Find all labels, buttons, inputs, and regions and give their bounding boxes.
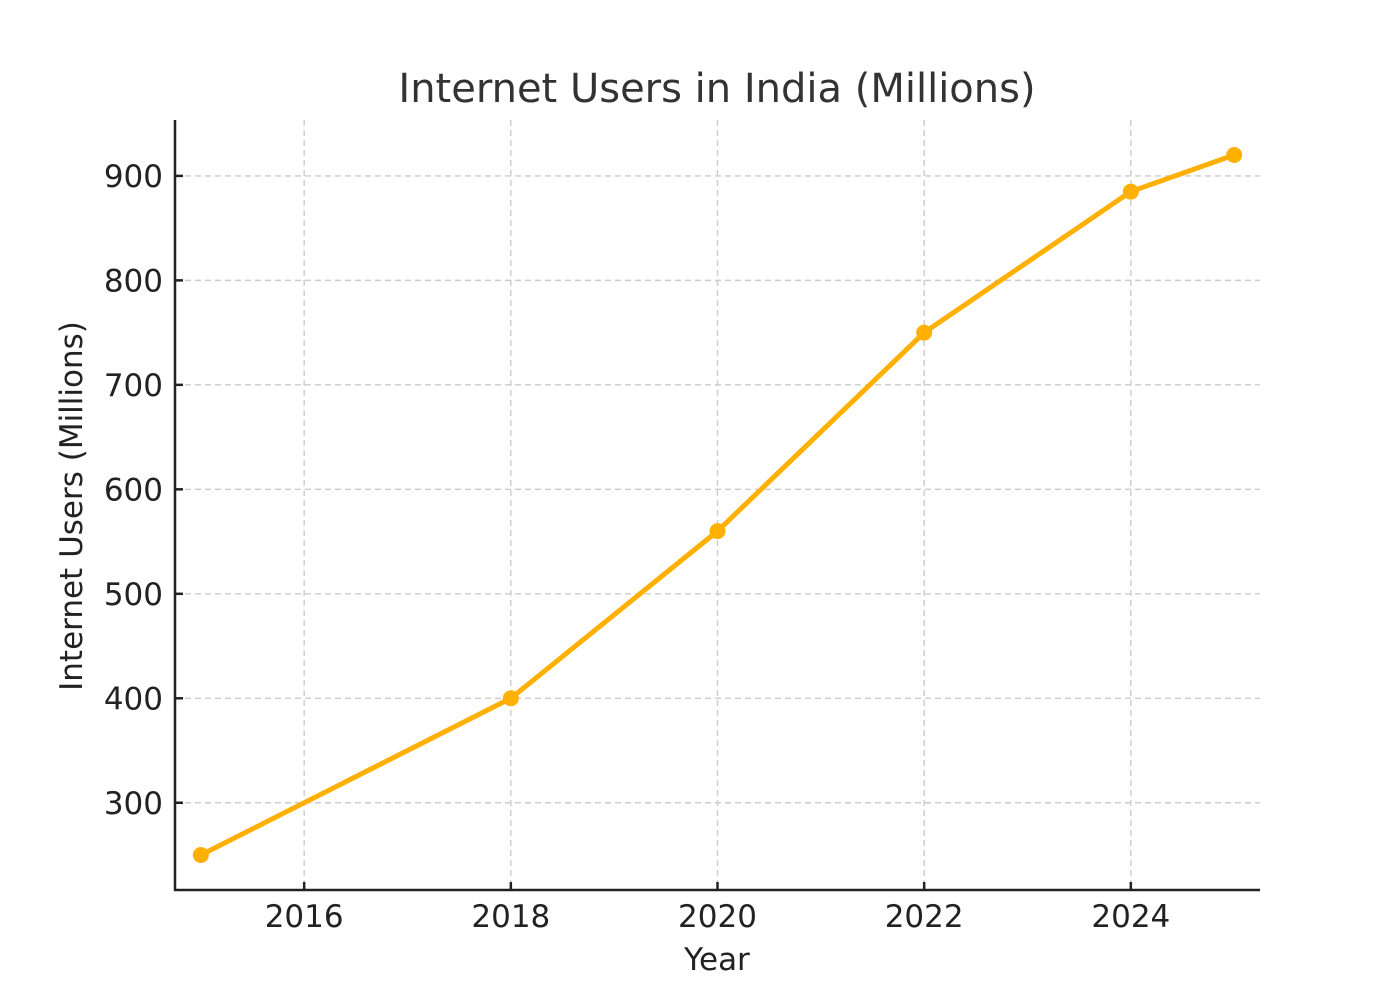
x-tick-label: 2016 [265,899,344,935]
y-tick-label: 300 [104,786,163,822]
y-tick-label: 700 [104,368,163,404]
data-point [502,690,519,707]
ticks: 2016 2018 2020 2022 2024 300 400 500 600 700 800 90… [104,159,1170,935]
x-tick-label: 2022 [885,899,964,935]
series-internet-users [192,147,1243,863]
x-tick-label: 2018 [471,899,550,935]
y-tick-label: 400 [104,681,163,717]
data-point [1226,147,1243,163]
y-axis-label: Internet Users (Millions) [54,321,90,691]
data-point [709,523,726,540]
y-tick-label: 600 [104,472,163,508]
data-point [1122,183,1139,200]
grid [175,120,1260,890]
series-line [198,152,1237,858]
x-tick-label: 2020 [678,899,757,935]
x-tick-label: 2024 [1091,899,1170,935]
data-point [192,847,209,863]
y-tick-label: 900 [104,159,163,195]
y-tick-label: 800 [104,263,163,299]
y-tick-label: 500 [104,577,163,613]
data-point [916,324,933,341]
x-axis-label: Year [683,942,750,978]
chart-title: Internet Users in India (Millions) [398,66,1035,112]
